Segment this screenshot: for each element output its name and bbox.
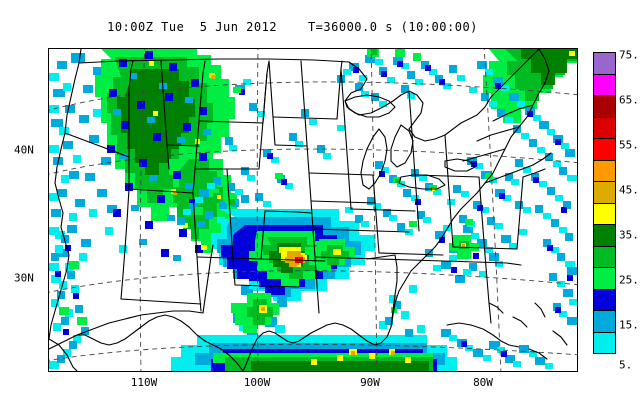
- colorbar-tick-label: 55.: [619, 138, 639, 152]
- colorbar-tick-label: 25.: [619, 273, 639, 287]
- echo-gulf-of-mexico: [171, 329, 553, 371]
- colorbar-cell: [593, 310, 616, 333]
- x-tick-label: 100W: [243, 376, 271, 389]
- colorbar-tick-label: 45.: [619, 183, 639, 197]
- echo-northern-plains: [337, 49, 477, 107]
- colorbar-cell: [593, 159, 616, 182]
- map-svg: [49, 49, 577, 371]
- colorbar: [593, 52, 616, 354]
- echo-california-coast: [49, 227, 89, 369]
- x-tick-label: 80W: [473, 376, 493, 389]
- y-tick-label: 40N: [14, 143, 34, 157]
- figure-title: 10:00Z Tue 5 Jun 2012 T=36000.0 s (10:00…: [107, 20, 478, 34]
- colorbar-cell: [593, 73, 616, 96]
- colorbar-cell: [593, 267, 616, 290]
- echo-florida-scattered: [379, 285, 425, 343]
- colorbar-tick-label: 75.: [619, 48, 639, 62]
- colorbar-cell: [593, 116, 616, 139]
- colorbar-tick-label: 15.: [619, 318, 639, 332]
- echo-ohio-valley: [345, 161, 441, 235]
- map-borders-layer: [49, 49, 568, 371]
- colorbar-cell: [593, 138, 616, 161]
- colorbar-cell: [593, 224, 616, 247]
- colorbar-tick-label: 5.: [619, 358, 633, 372]
- map-plot-area[interactable]: [48, 48, 578, 372]
- colorbar-cell: [593, 95, 616, 118]
- echo-central-texas: [231, 281, 287, 347]
- colorbar-cell: [593, 52, 616, 75]
- colorbar-tick-label: 65.: [619, 93, 639, 107]
- colorbar-tick-label: 35.: [619, 228, 639, 242]
- y-tick-label: 30N: [14, 271, 34, 285]
- colorbar-cell: [593, 202, 616, 225]
- x-tick-label: 110W: [130, 376, 158, 389]
- echo-mid-atlantic: [447, 157, 531, 229]
- map-canvas: [49, 49, 577, 371]
- echo-rockies-scattered: [225, 79, 345, 207]
- colorbar-cell: [593, 331, 616, 354]
- colorbar-cell: [593, 181, 616, 204]
- echo-northeast: [477, 49, 577, 325]
- x-tick-label: 90W: [360, 376, 380, 389]
- colorbar-cell: [593, 288, 616, 311]
- colorbar-cell: [593, 245, 616, 268]
